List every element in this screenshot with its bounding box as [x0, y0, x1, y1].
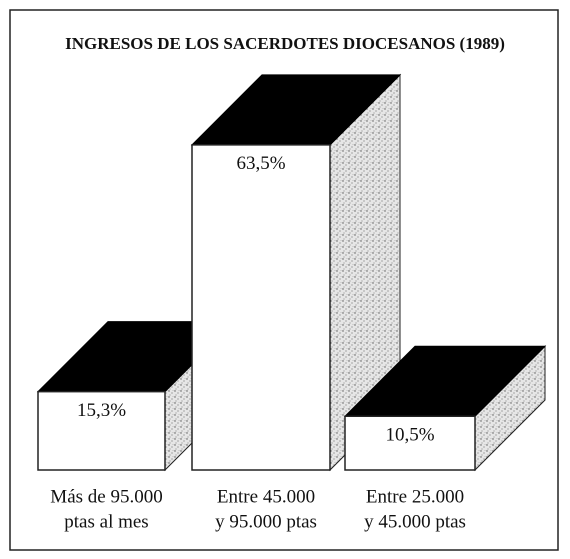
category-label: Más de 95.000	[50, 486, 162, 507]
category-label: y 45.000 ptas	[364, 511, 466, 532]
category-label: Entre 45.000	[217, 486, 315, 507]
category-label: y 95.000 ptas	[215, 511, 317, 532]
value-label: 10,5%	[385, 425, 434, 446]
category-label: ptas al mes	[64, 511, 148, 532]
value-label: 15,3%	[77, 400, 126, 421]
chart-title: INGRESOS DE LOS SACERDOTES DIOCESANOS (1…	[65, 34, 505, 53]
bar	[344, 415, 476, 471]
frame	[9, 9, 559, 551]
bar	[191, 144, 331, 471]
category-label: Entre 25.000	[366, 486, 464, 507]
value-label: 63,5%	[236, 153, 285, 174]
bar	[37, 390, 166, 471]
